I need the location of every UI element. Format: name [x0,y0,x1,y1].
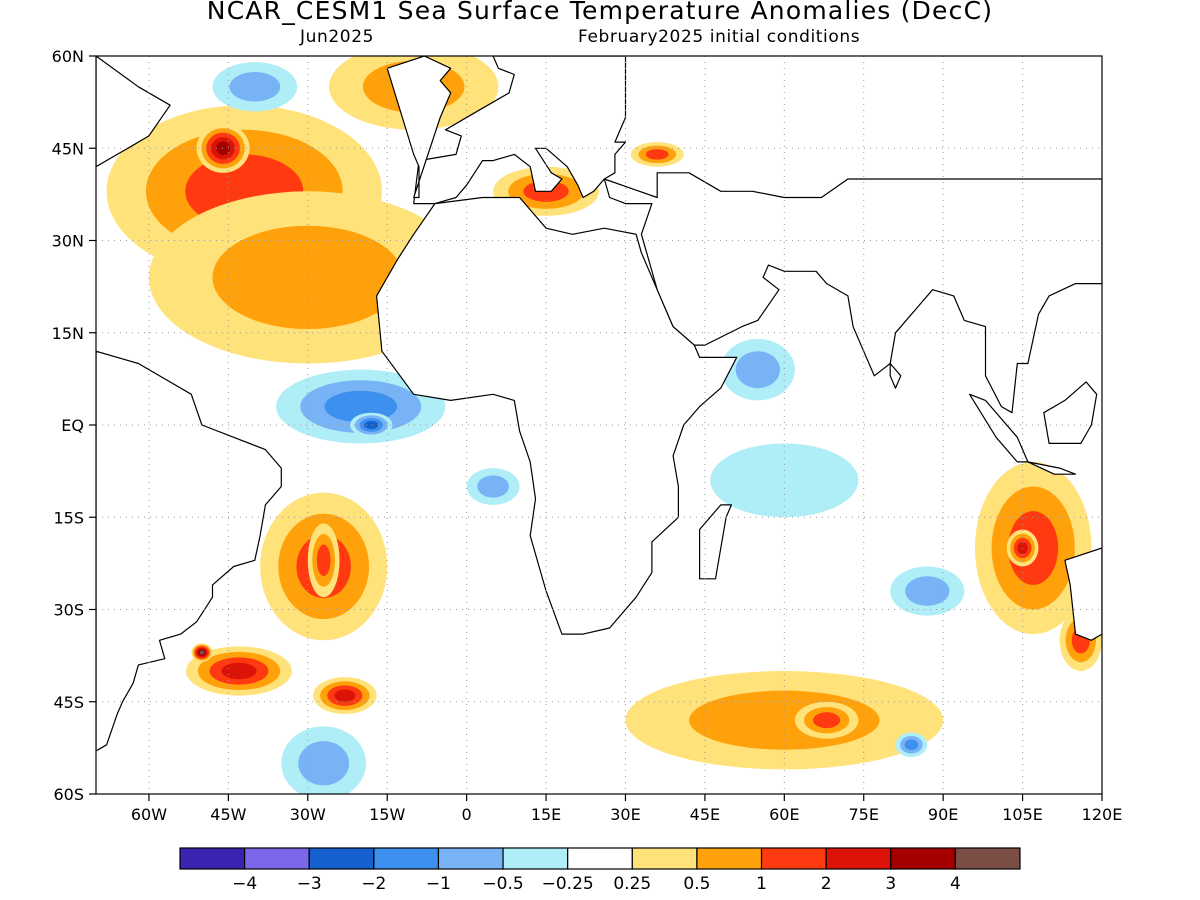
longitude-tick-label: 15W [369,805,405,824]
colorbar-swatch [825,847,892,870]
anomaly-contour [735,351,781,389]
anomaly-contour [645,149,669,160]
land-layer [96,19,1102,752]
longitude-tick-label: 120E [1082,805,1123,824]
colorbar-label: −3 [297,874,322,894]
longitude-tick-label: 30W [290,805,326,824]
anomaly-contour [710,443,859,518]
colorbar-swatch [631,847,698,870]
colorbar-label: 1 [756,874,767,894]
latitude-tick-label: 15N [52,324,84,343]
anomaly-contour [905,576,950,606]
colorbar-label: 0.5 [683,874,710,894]
latitude-tick-label: 30N [52,232,84,251]
latitude-tick-label: 15S [53,508,84,527]
colorbar-label: 4 [950,874,961,894]
colorbar-swatch [954,847,1021,870]
colorbar-label: 0.25 [613,874,651,894]
colorbar-swatch [308,847,375,870]
longitude-tick-label: 0 [462,805,472,824]
longitude-tick-label: 45W [210,805,246,824]
anomaly-contour [813,712,841,729]
anomaly-contour [477,475,509,498]
landmass-outline [386,56,452,199]
latitude-tick-label: 60S [53,785,84,804]
colorbar-swatch [502,847,569,870]
longitude-tick-label: 105E [1002,805,1043,824]
landmass-outline [969,393,1029,463]
anomaly-contour [215,141,231,155]
longitude-tick-label: 15E [531,805,561,824]
colorbar-swatch [373,847,440,870]
landmass-outline [413,56,627,205]
landmass-outline [340,19,398,37]
anomaly-contour [221,662,257,680]
anomaly-contour [229,71,281,102]
anomaly-contour [298,741,350,786]
landmass-outline [96,56,171,168]
colorbar-swatch [760,847,827,870]
latitude-tick-label: 60N [52,47,84,66]
anomaly-contour [316,544,331,577]
forecast-month-label: Jun2025 [300,27,375,47]
colorbar-label: −4 [232,874,257,894]
colorbar-label: −0.25 [542,874,594,894]
longitude-tick-label: 60E [769,805,799,824]
anomaly-contour [904,739,919,751]
colorbar: −4 −3 −2 −1 −0.5 −0.25 0.25 0.5 1 2 3 4 [179,847,1021,894]
initial-conditions-label: February2025 initial conditions [578,27,861,47]
anomaly-contour [212,225,404,330]
landmass-outline [889,362,902,389]
landmass-outline [603,172,1102,414]
colorbar-label: −2 [361,874,386,894]
axis-ticks: 60N 45N 30N 15N EQ 15S 30S 45S 60S 60W 45W 30W 15W 0 1… [52,47,1123,824]
colorbar-label: 2 [821,874,832,894]
longitude-tick-label: 60W [131,805,167,824]
colorbar-swatch [696,847,763,870]
longitude-tick-label: 30E [610,805,640,824]
landmass-outline [1064,547,1102,641]
latitude-tick-label: EQ [61,416,84,435]
colorbar-label: −1 [426,874,451,894]
anomaly-contour [364,420,379,430]
landmass-outline [699,504,732,580]
landmass-outline [1027,461,1077,475]
colorbar-swatch [567,847,633,870]
colorbar-swatch [244,847,310,870]
landmass-outline [96,350,282,752]
latitude-tick-label: 45S [53,693,84,712]
anomaly-contour [199,650,205,655]
longitude-tick-label: 45E [690,805,720,824]
colorbar-swatch [890,847,956,870]
latitude-tick-label: 45N [52,139,84,158]
latitude-tick-label: 30S [53,601,84,620]
colorbar-label: −0.5 [482,874,523,894]
longitude-tick-label: 90E [928,805,958,824]
colorbar-swatch [179,847,246,870]
longitude-tick-label: 75E [849,805,879,824]
anomaly-fill-layer [106,56,1102,794]
colorbar-label: 3 [885,874,896,894]
colorbar-swatch [437,847,504,870]
figure-title: NCAR_CESM1 Sea Surface Temperature Anoma… [206,0,994,25]
landmass-outline [1043,381,1098,444]
anomaly-contour [334,689,356,702]
landmass-outline [376,196,738,635]
